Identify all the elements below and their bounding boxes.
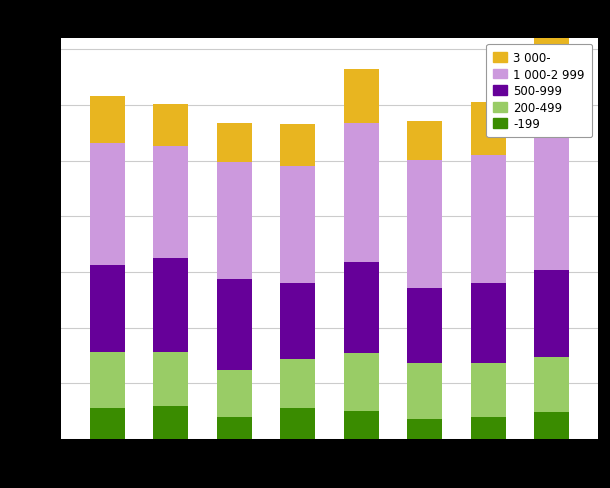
Bar [217, 279, 252, 370]
Bar [343, 123, 379, 263]
Bar [471, 284, 506, 364]
Bar [534, 270, 569, 357]
Bar [90, 97, 124, 143]
Legend: 3 000-, 1 000-2 999, 500-999, 200-499, -199: 3 000-, 1 000-2 999, 500-999, 200-499, -… [486, 45, 592, 138]
Bar [217, 370, 252, 417]
Bar [471, 364, 506, 417]
Bar [407, 288, 442, 364]
Bar [534, 26, 569, 109]
Bar [471, 417, 506, 439]
Bar [280, 167, 315, 284]
Bar [90, 266, 124, 352]
Bar [280, 284, 315, 359]
Bar [153, 104, 188, 147]
Bar [217, 417, 252, 439]
Bar [153, 406, 188, 439]
Bar [534, 412, 569, 439]
Bar [280, 124, 315, 167]
Bar [280, 359, 315, 408]
Bar [217, 163, 252, 279]
Bar [280, 408, 315, 439]
Bar [343, 411, 379, 439]
Bar [534, 357, 569, 412]
Bar [153, 258, 188, 352]
Bar [217, 123, 252, 163]
Bar [407, 364, 442, 419]
Bar [90, 352, 124, 408]
Bar [153, 147, 188, 258]
Bar [90, 143, 124, 266]
Bar [471, 156, 506, 284]
Bar [343, 70, 379, 123]
Bar [90, 408, 124, 439]
Bar [407, 419, 442, 439]
Bar [153, 352, 188, 406]
Bar [343, 354, 379, 411]
Bar [407, 122, 442, 160]
Bar [407, 160, 442, 288]
Bar [534, 109, 569, 270]
Bar [471, 102, 506, 156]
Bar [343, 263, 379, 354]
